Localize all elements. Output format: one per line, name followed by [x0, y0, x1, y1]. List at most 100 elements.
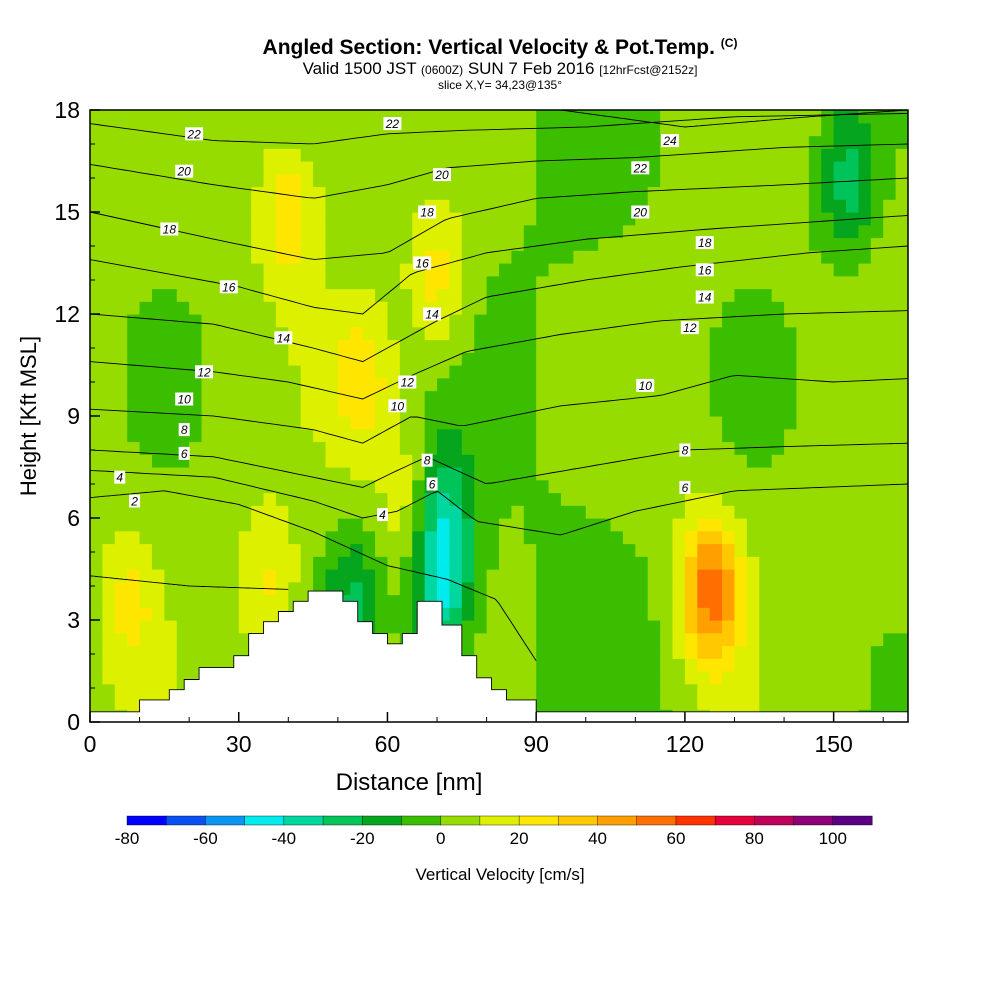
velocity-cell: [697, 518, 711, 532]
velocity-cell: [734, 569, 748, 583]
velocity-cell: [449, 199, 463, 213]
velocity-cell: [251, 403, 265, 417]
velocity-cell: [437, 377, 451, 392]
velocity-cell: [399, 186, 413, 200]
velocity-cell: [486, 530, 500, 545]
velocity-cell: [796, 594, 810, 608]
velocity-cell: [151, 263, 165, 277]
velocity-cell: [387, 288, 401, 302]
velocity-cell: [226, 365, 240, 379]
velocity-cell: [275, 110, 289, 124]
velocity-cell: [722, 607, 736, 621]
velocity-cell: [461, 186, 475, 200]
velocity-cell: [300, 390, 314, 404]
velocity-cell: [300, 530, 314, 545]
velocity-cell: [784, 620, 798, 634]
velocity-cell: [238, 250, 252, 264]
velocity-cell: [151, 326, 165, 341]
velocity-cell: [697, 441, 711, 455]
velocity-cell: [337, 428, 351, 443]
velocity-cell: [511, 326, 525, 341]
velocity-cell: [127, 250, 141, 264]
velocity-cell: [771, 148, 785, 162]
velocity-cell: [598, 569, 612, 583]
velocity-cell: [808, 632, 822, 647]
velocity-cell: [325, 352, 339, 366]
velocity-cell: [883, 148, 897, 162]
velocity-cell: [858, 161, 872, 175]
velocity-cell: [213, 148, 227, 162]
velocity-cell: [548, 263, 562, 277]
velocity-cell: [808, 263, 822, 277]
velocity-cell: [784, 173, 798, 188]
velocity-cell: [164, 479, 178, 494]
velocity-cell: [610, 275, 624, 290]
velocity-cell: [151, 645, 165, 659]
velocity-cell: [536, 314, 550, 328]
velocity-cell: [846, 224, 860, 239]
velocity-cell: [784, 186, 798, 200]
velocity-cell: [883, 275, 897, 290]
velocity-cell: [821, 505, 835, 519]
velocity-cell: [635, 416, 649, 430]
velocity-cell: [722, 314, 736, 328]
velocity-cell: [362, 569, 376, 583]
contour-label: 4: [116, 471, 123, 485]
velocity-cell: [870, 607, 884, 621]
velocity-cell: [164, 518, 178, 532]
velocity-cell: [622, 607, 636, 621]
velocity-cell: [660, 505, 674, 519]
velocity-cell: [114, 645, 128, 659]
velocity-cell: [610, 352, 624, 366]
velocity-cell: [151, 632, 165, 647]
velocity-cell: [833, 467, 847, 481]
y-tick-label: 18: [54, 97, 80, 123]
velocity-cell: [164, 237, 178, 251]
velocity-cell: [821, 492, 835, 506]
velocity-cell: [263, 250, 277, 264]
velocity-cell: [635, 467, 649, 481]
velocity-cell: [870, 671, 884, 685]
velocity-cell: [548, 275, 562, 290]
y-tick-label: 3: [67, 607, 80, 633]
velocity-cell: [189, 288, 203, 302]
velocity-cell: [585, 530, 599, 545]
velocity-cell: [784, 110, 798, 124]
velocity-cell: [895, 301, 908, 315]
velocity-cell: [808, 403, 822, 417]
velocity-cell: [350, 148, 364, 162]
velocity-cell: [895, 288, 908, 302]
velocity-cell: [722, 696, 736, 710]
velocity-cell: [399, 326, 413, 341]
velocity-cell: [263, 441, 277, 455]
velocity-cell: [759, 556, 773, 570]
velocity-cell: [164, 607, 178, 621]
velocity-cell: [275, 212, 289, 226]
velocity-cell: [412, 518, 426, 532]
velocity-cell: [771, 658, 785, 672]
velocity-cell: [548, 301, 562, 315]
velocity-cell: [102, 135, 116, 149]
velocity-cell: [833, 288, 847, 302]
velocity-cell: [226, 632, 240, 647]
velocity-cell: [573, 314, 587, 328]
velocity-cell: [90, 607, 103, 621]
velocity-cell: [511, 275, 525, 290]
velocity-cell: [375, 161, 389, 175]
velocity-cell: [846, 581, 860, 596]
velocity-cell: [189, 301, 203, 315]
velocity-cell: [523, 250, 537, 264]
contour-label: 18: [163, 223, 177, 237]
velocity-cell: [362, 492, 376, 506]
velocity-cell: [90, 518, 103, 532]
velocity-cell: [870, 428, 884, 443]
velocity-cell: [300, 352, 314, 366]
velocity-cell: [808, 199, 822, 213]
velocity-cell: [412, 352, 426, 366]
velocity-cell: [548, 658, 562, 672]
velocity-cell: [771, 454, 785, 468]
velocity-cell: [176, 148, 190, 162]
velocity-cell: [375, 454, 389, 468]
velocity-cell: [350, 441, 364, 455]
velocity-cell: [560, 275, 574, 290]
